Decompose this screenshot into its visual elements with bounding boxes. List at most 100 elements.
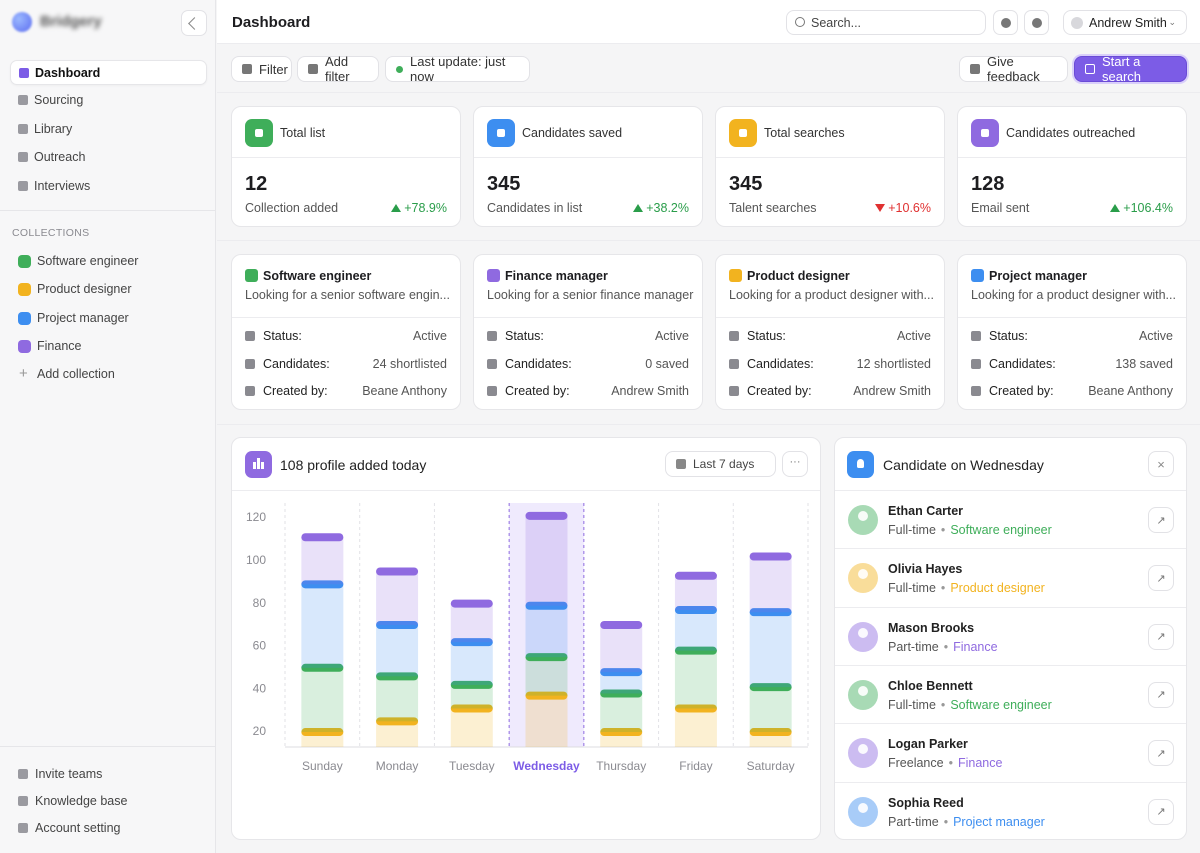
- row-divider: [835, 664, 1186, 666]
- nav-icon: [18, 180, 28, 191]
- nav-item[interactable]: Outreach: [10, 145, 207, 170]
- row-divider: [835, 781, 1186, 783]
- footer-item[interactable]: Knowledge base: [10, 791, 207, 813]
- open-button[interactable]: ↗: [1148, 798, 1174, 825]
- bar-segment-cap: [674, 646, 717, 655]
- candidate-row[interactable]: Ethan Carter Full-time • Software engineer ↗: [835, 491, 1186, 548]
- collection-card-icon: [971, 269, 984, 282]
- detail-icon: [245, 386, 255, 396]
- bar-segment-cap: [525, 653, 568, 662]
- collapse-button[interactable]: [181, 10, 207, 36]
- collection-item[interactable]: Product designer: [10, 279, 207, 301]
- chart: 20 40 60 80 100 120 Sunday Monday Tuesday Wednesd…: [246, 503, 809, 773]
- card-divider: [716, 157, 944, 158]
- icon: [1001, 18, 1011, 28]
- nav-label: Sourcing: [34, 93, 84, 108]
- section-divider: [217, 424, 1200, 425]
- start-search-button[interactable]: Start a search: [1074, 54, 1187, 84]
- nav-icon: [18, 123, 28, 134]
- detail-icon: [729, 331, 739, 341]
- detail-icon: [487, 331, 497, 341]
- candidate-type: Part-time: [888, 814, 939, 829]
- stat-title: Total list: [280, 126, 326, 140]
- open-button[interactable]: ↗: [1148, 507, 1174, 533]
- detail-icon: [487, 358, 497, 369]
- x-tick-label: Sunday: [302, 759, 343, 773]
- button-label: Start a search: [1102, 54, 1142, 84]
- search-box[interactable]: Search...: [786, 10, 986, 35]
- close-button[interactable]: ×: [1148, 451, 1174, 477]
- chart-icon-bar: [257, 458, 260, 469]
- bar-segment: [674, 708, 717, 747]
- bar-segment-cap: [376, 672, 419, 681]
- filter-button[interactable]: Filter: [231, 56, 292, 82]
- bar-segment: [600, 625, 643, 673]
- nav-item[interactable]: Library: [10, 117, 207, 142]
- more-button[interactable]: ···: [782, 451, 808, 477]
- meta-dot: •: [940, 523, 946, 537]
- collection-card[interactable]: Finance manager Looking for a senior fina…: [473, 254, 703, 410]
- candidate-name: Mason Brooks: [888, 620, 975, 635]
- candidate-row[interactable]: Chloe Bennett Full-time • Software engineer…: [835, 666, 1186, 723]
- open-button[interactable]: ↗: [1148, 623, 1174, 650]
- collection-card[interactable]: Software engineer Looking for a senior so…: [231, 254, 461, 410]
- collection-item[interactable]: Finance: [10, 336, 207, 358]
- user-menu[interactable]: Andrew Smith ⌄: [1063, 10, 1187, 35]
- candidate-row[interactable]: Logan Parker Freelance • Finance ↗: [835, 724, 1186, 781]
- candidate-avatar-head: [858, 569, 868, 580]
- range-dropdown[interactable]: Last 7 days: [665, 451, 776, 477]
- nav-item[interactable]: Interviews: [10, 174, 207, 199]
- candidate-row[interactable]: Mason Brooks Part-time • Finance ↗: [835, 608, 1186, 665]
- stat-change: +10.6%: [875, 201, 931, 215]
- stat-title: Candidates saved: [522, 126, 623, 140]
- footer-item[interactable]: Account setting: [10, 818, 207, 840]
- meta-dot: •: [948, 756, 953, 771]
- search-placeholder: Search...: [811, 16, 862, 30]
- detail-label: Created by:: [263, 384, 328, 398]
- trend-arrow: [875, 204, 886, 212]
- row-divider: [835, 490, 1186, 491]
- candidate-avatar-head: [858, 685, 868, 696]
- add-collection[interactable]: + Add collection: [10, 364, 207, 386]
- button-icon: [970, 64, 980, 74]
- bar-segment: [525, 605, 568, 658]
- change-text: +106.4%: [1123, 201, 1173, 215]
- footer-item[interactable]: Invite teams: [10, 764, 207, 786]
- stat-label: Email sent: [971, 201, 1030, 215]
- bar-segment-cap: [525, 691, 568, 700]
- open-button[interactable]: ↗: [1148, 565, 1174, 592]
- icon-button[interactable]: [993, 10, 1018, 35]
- feedback-button[interactable]: Give feedback: [959, 54, 1068, 84]
- trend-arrow: [391, 204, 402, 212]
- candidates-icon-glyph: [857, 459, 864, 468]
- candidate-row[interactable]: Olivia Hayes Full-time • Product designer ↗: [835, 549, 1186, 606]
- trend-arrow: [1110, 204, 1121, 212]
- card-divider: [474, 317, 702, 318]
- open-button[interactable]: ↗: [1148, 740, 1174, 767]
- stat-card: Total list 12 Collection added +78.9%: [231, 106, 461, 227]
- collection-card[interactable]: Project manager Looking for a product des…: [957, 254, 1187, 410]
- nav-item-active[interactable]: Dashboard: [10, 60, 207, 85]
- nav-item[interactable]: Sourcing: [10, 88, 207, 113]
- collection-item[interactable]: Software engineer: [10, 251, 207, 273]
- candidate-role: Project manager: [953, 814, 1045, 829]
- detail-value: Active: [896, 329, 931, 343]
- collection-item[interactable]: Project manager: [10, 308, 207, 330]
- icon-button[interactable]: [1024, 10, 1049, 35]
- meta-dot: •: [940, 581, 946, 596]
- open-button[interactable]: ↗: [1148, 681, 1174, 708]
- stat-label: Talent searches: [729, 201, 817, 215]
- add-filter-button[interactable]: Add filter: [297, 54, 379, 84]
- bar-segment-cap: [376, 567, 419, 576]
- brand-logo: [12, 12, 32, 32]
- x-tick-label: Friday: [679, 759, 712, 773]
- card-divider: [474, 157, 702, 158]
- chart-icon-bar: [261, 462, 264, 469]
- footer-label: Invite teams: [35, 767, 103, 781]
- collection-card[interactable]: Product designer Looking for a product de…: [715, 254, 945, 410]
- more-dots: ···: [789, 455, 801, 468]
- candidate-row[interactable]: Sophia Reed Part-time • Project manager ↗: [835, 783, 1186, 840]
- detail-value: Andrew Smith: [611, 384, 689, 398]
- collection-card-title: Finance manager: [505, 269, 608, 283]
- detail-icon: [487, 386, 497, 396]
